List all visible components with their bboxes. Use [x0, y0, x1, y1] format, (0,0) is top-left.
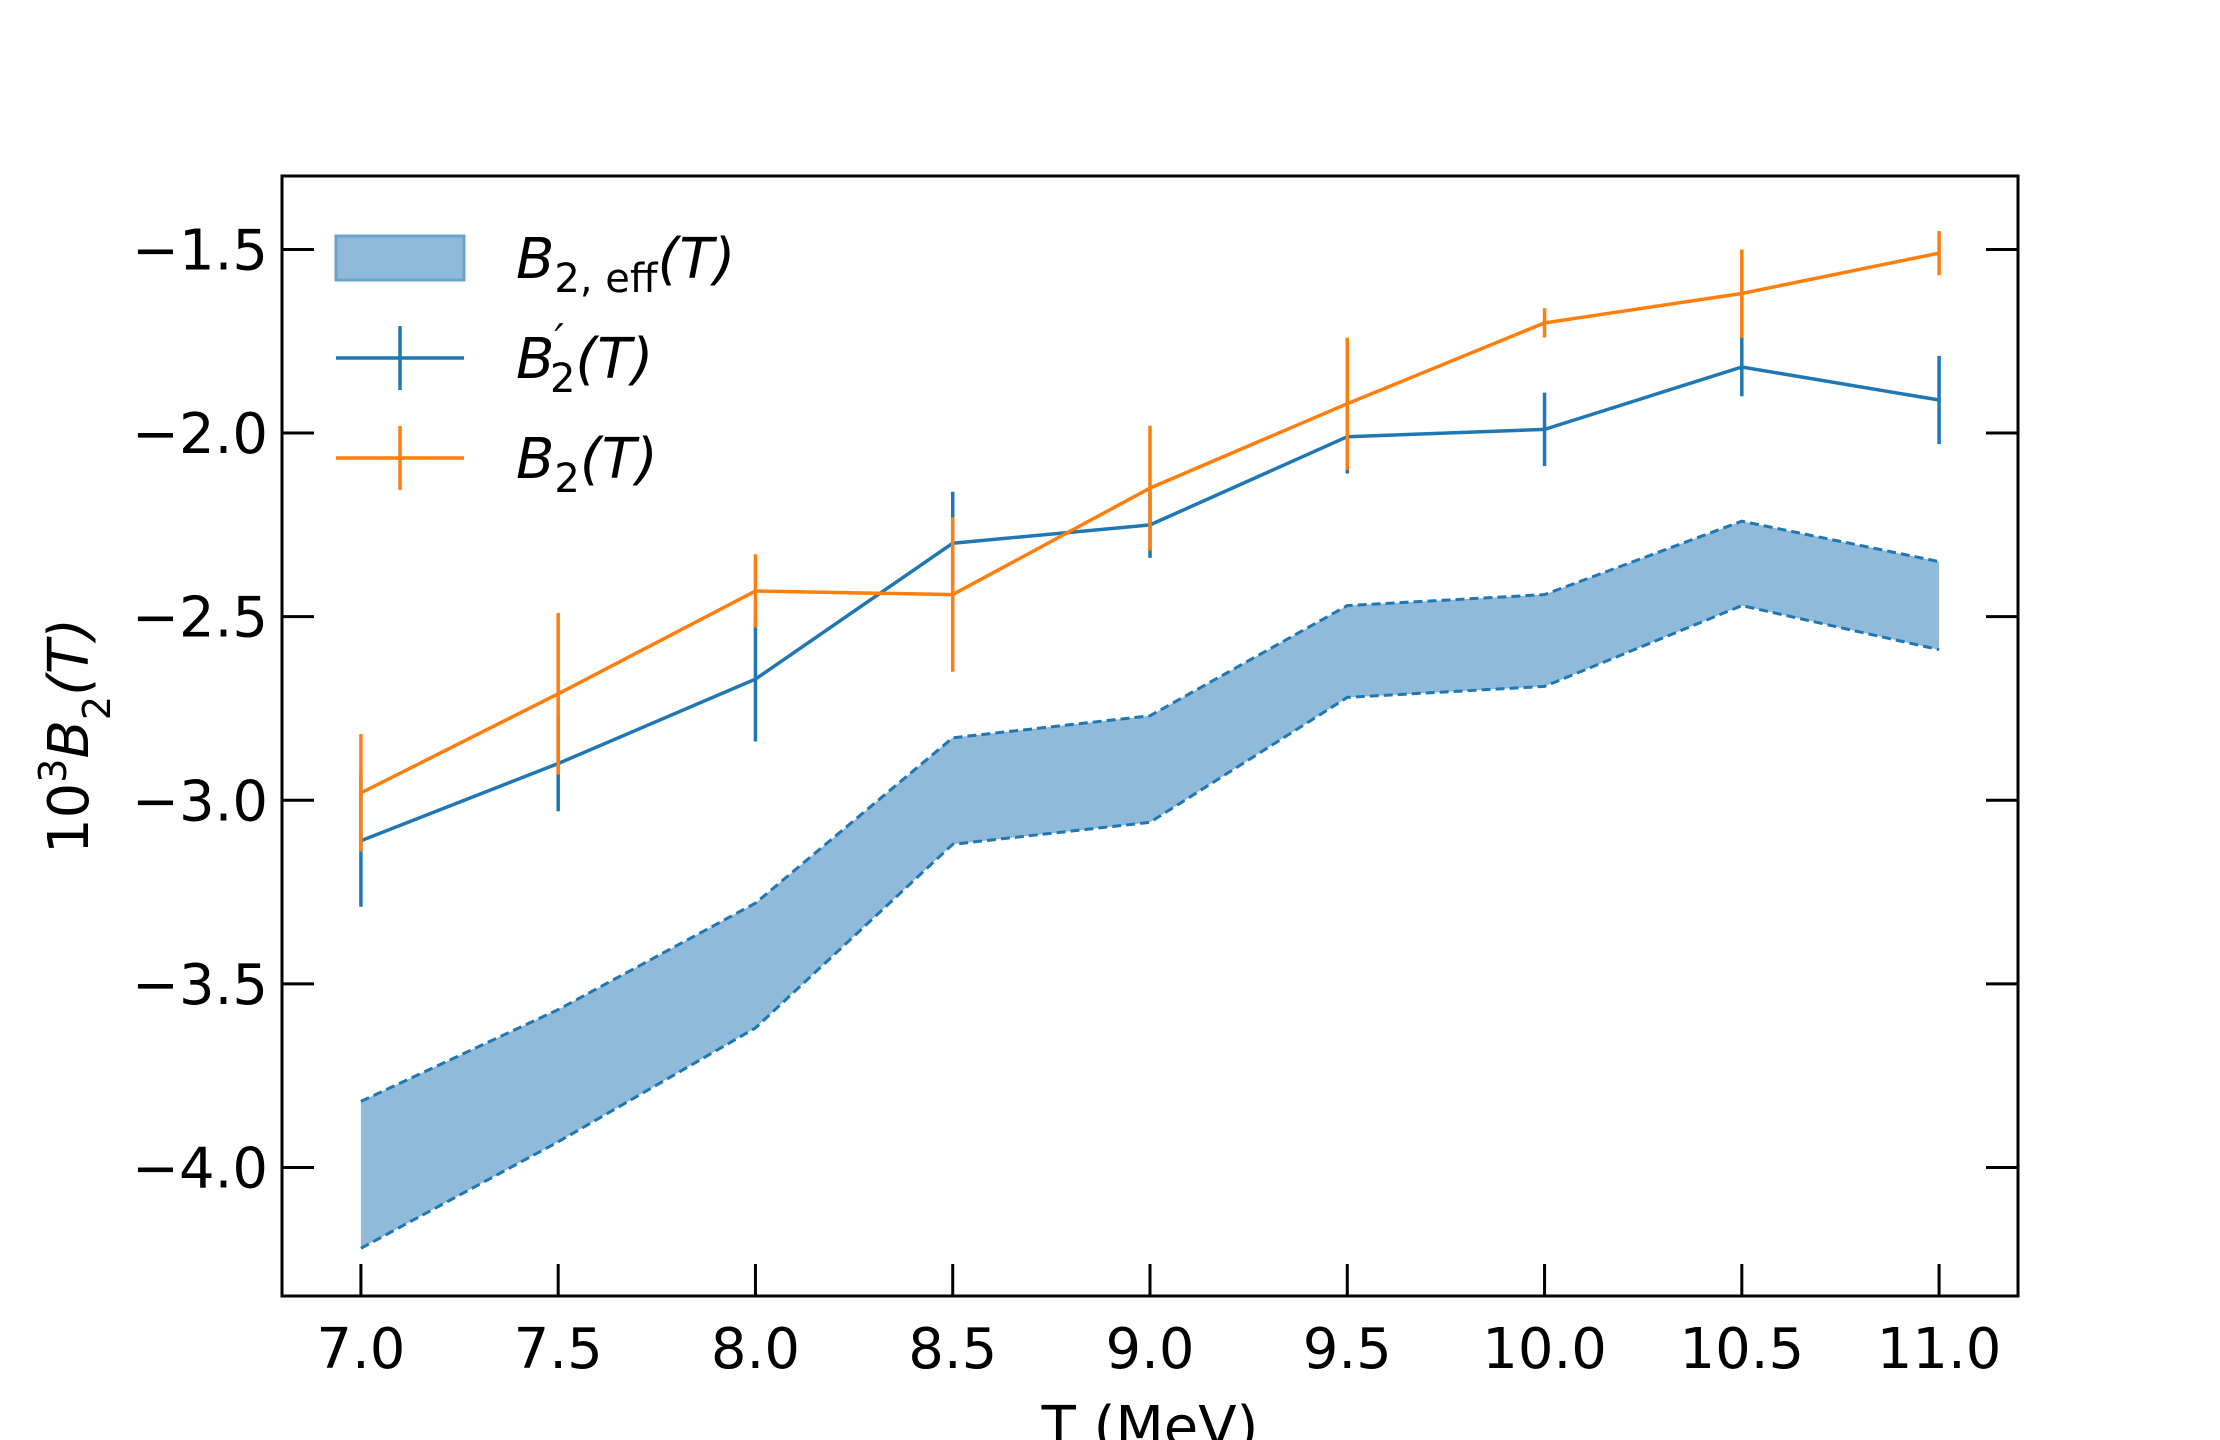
x-tick-label-2: 8.0 [711, 1317, 800, 1382]
legend-label-2-base: B [516, 427, 554, 492]
x-tick-label-7: 10.5 [1679, 1317, 1804, 1382]
legend-label-2-arg: (T) [580, 427, 658, 492]
legend-label-2: B2(T) [516, 427, 658, 502]
legend-label-2-sub: 2 [554, 456, 579, 502]
y-tick-label-3: −2.5 [132, 586, 268, 651]
x-tick-label-8: 11.0 [1877, 1317, 2002, 1382]
y-tick-label-5: −1.5 [132, 218, 268, 283]
legend-label-1-arg: (T) [575, 327, 653, 392]
legend-label-1-base: B [516, 327, 554, 392]
x-tick-label-0: 7.0 [316, 1317, 405, 1382]
legend-label-1-sub: 2 [550, 356, 575, 402]
band-fill [360, 521, 1940, 1249]
band-layer [360, 519, 1940, 1250]
x-tick-label-4: 9.0 [1105, 1317, 1194, 1382]
ticks-layer: 7.0 7.5 8.0 8.5 9.0 9.5 10.0 10.5 11.0 −4.0 −3.5 −3… [132, 218, 2018, 1382]
y-title-sub: 2 [75, 696, 119, 720]
y-tick-label-0: −4.0 [132, 1136, 268, 1201]
y-title-var: B [37, 720, 102, 758]
y-title-base: 10 [37, 783, 102, 854]
x-tick-label-6: 10.0 [1482, 1317, 1607, 1382]
band-upper-edge [360, 519, 1940, 1103]
x-tick-label-5: 9.5 [1303, 1317, 1392, 1382]
y-title-exp: 3 [31, 759, 75, 783]
legend-label-0-arg: (T) [657, 227, 735, 292]
y-axis-title: 103B2(T) [31, 618, 119, 854]
y-title-arg: (T) [37, 618, 102, 696]
x-axis-title: T (MeV) [1041, 1395, 1259, 1440]
x-tick-label-1: 7.5 [514, 1317, 603, 1382]
series-layer [359, 231, 1941, 907]
x-tick-label-3: 8.5 [908, 1317, 997, 1382]
legend-label-0-sub: 2, eff [554, 256, 658, 302]
legend: B2, eff(T)B′ 2(T)B2(T) [334, 227, 735, 502]
legend-label-0-base: B [516, 227, 554, 292]
y-tick-label-1: −3.5 [132, 953, 268, 1018]
band-lower-edge [360, 604, 1940, 1250]
legend-band-swatch [334, 234, 466, 282]
legend-label-1: B′ 2(T) [516, 315, 653, 403]
y-tick-label-2: −3.0 [132, 769, 268, 834]
legend-label-0: B2, eff(T) [516, 227, 735, 302]
legend-label-1-prime: ′ [554, 315, 564, 364]
y-tick-label-4: −2.0 [132, 402, 268, 467]
